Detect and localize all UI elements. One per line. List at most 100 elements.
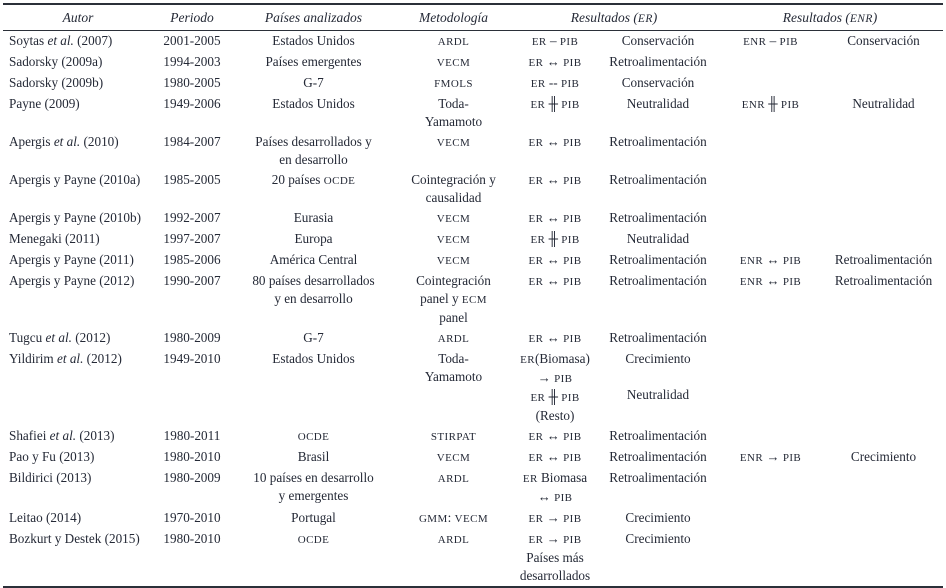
text-line: y en desarrollo xyxy=(274,291,353,306)
text-line: panel xyxy=(439,310,468,325)
text-line: Toda- xyxy=(438,96,469,111)
text-line: OCDE xyxy=(297,534,330,546)
text-line: Apergis y Payne (2010b) xyxy=(9,210,141,225)
text-line: ↔ PIB xyxy=(537,489,573,504)
text-line: Cointegración y xyxy=(411,172,496,187)
cell-periodo: 1997-2007 xyxy=(153,229,231,250)
cell-paises: G-7 xyxy=(231,328,396,349)
cell-enr-relation: ENR – PIB xyxy=(717,31,824,53)
text-line: ARDL xyxy=(437,473,470,485)
text-line: Retroalimentación xyxy=(609,210,707,225)
text-line: Apergis y Payne (2012) xyxy=(9,273,135,288)
cell-paises: 20 países OCDE xyxy=(231,170,396,208)
text-line: Apergis et al. (2010) xyxy=(9,134,119,149)
text-line: ARDL xyxy=(437,333,470,345)
cell-er-relation: ER → PIB Países más desarrollados xyxy=(511,529,599,587)
cell-er-result: Retroalimentación xyxy=(599,447,717,468)
cell-autor: Yildirim et al. (2012) xyxy=(3,349,153,426)
cell-paises: Eurasia xyxy=(231,208,396,229)
cell-er-result: Retroalimentación xyxy=(599,132,717,170)
col-header-paises: Países analizados xyxy=(231,4,396,31)
text-line: Payne (2009) xyxy=(9,96,80,111)
cell-enr-relation xyxy=(717,208,824,229)
cell-enr-result xyxy=(824,229,943,250)
cell-er-result: Retroalimentación xyxy=(599,170,717,208)
table-row: Payne (2009) 1949-2006 Estados Unidos Toda-… xyxy=(3,94,943,132)
cell-metodologia: STIRPAT xyxy=(396,426,511,447)
cell-paises: OCDE xyxy=(231,529,396,587)
cell-er-result: Retroalimentación xyxy=(599,52,717,73)
text-line: G-7 xyxy=(303,75,324,90)
cell-er-result: Retroalimentación xyxy=(599,208,717,229)
cell-enr-result: Conservación xyxy=(824,31,943,53)
cell-metodologia: VECM xyxy=(396,52,511,73)
text-line: VECM xyxy=(436,213,471,225)
cell-autor: Shafiei et al. (2013) xyxy=(3,426,153,447)
cell-enr-relation xyxy=(717,132,824,170)
text-line: ARDL xyxy=(437,534,470,546)
table-row: Pao y Fu (2013) 1980-2010 Brasil VECM ER ↔ P… xyxy=(3,447,943,468)
cell-enr-result xyxy=(824,426,943,447)
table-row: Apergis y Payne (2011) 1985-2006 América C… xyxy=(3,250,943,271)
cell-metodologia: GMM: VECM xyxy=(396,508,511,529)
cell-er-result: Neutralidad xyxy=(599,229,717,250)
cell-er-relation: ER ↔ PIB xyxy=(511,426,599,447)
text-line: ER – PIB xyxy=(531,33,579,48)
text-line: Crecimiento xyxy=(625,351,691,366)
cell-metodologia: Cointegración y causalidad xyxy=(396,170,511,208)
cell-autor: Leitao (2014) xyxy=(3,508,153,529)
cell-periodo: 1980-2011 xyxy=(153,426,231,447)
text-line: Apergis y Payne (2011) xyxy=(9,252,134,267)
cell-autor: Apergis y Payne (2012) xyxy=(3,271,153,328)
text-line: Conservación xyxy=(621,75,695,90)
cell-er-result: Retroalimentación xyxy=(599,271,717,328)
text-line: FMOLS xyxy=(434,78,473,90)
cell-enr-result xyxy=(824,508,943,529)
text-line: Cointegración xyxy=(416,273,491,288)
cell-metodologia: ARDL xyxy=(396,468,511,508)
text-line: 1980-2010 xyxy=(163,531,221,546)
cell-periodo: 1985-2006 xyxy=(153,250,231,271)
text-line: Crecimiento xyxy=(625,510,691,525)
text-line: 1949-2006 xyxy=(163,96,221,111)
cell-periodo: 2001-2005 xyxy=(153,31,231,53)
text-line: 1980-2010 xyxy=(163,449,221,464)
text-line: Retroalimentación xyxy=(834,273,933,288)
cell-autor: Menegaki (2011) xyxy=(3,229,153,250)
cell-periodo: 1985-2005 xyxy=(153,170,231,208)
text-line: Portugal xyxy=(291,510,336,525)
header-row: Autor Periodo Países analizados Metodolo… xyxy=(3,4,944,31)
cell-paises: OCDE xyxy=(231,426,396,447)
text-line: Conservación xyxy=(847,33,920,48)
text-line: Retroalimentación xyxy=(609,330,707,345)
text-line: ARDL xyxy=(437,36,470,48)
text-line: STIRPAT xyxy=(430,431,477,443)
text-line: ER ╫ PIB xyxy=(530,231,580,246)
cell-er-result: Conservación xyxy=(599,31,717,53)
cell-periodo: 1994-2003 xyxy=(153,52,231,73)
cell-paises: Estados Unidos xyxy=(231,31,396,53)
cell-enr-relation xyxy=(717,229,824,250)
text-line: Menegaki (2011) xyxy=(9,231,100,246)
cell-enr-result xyxy=(824,132,943,170)
text-line: 20 países OCDE xyxy=(271,172,356,187)
text-line: ER ↔ PIB xyxy=(528,172,582,187)
text-line: Europa xyxy=(294,231,333,246)
text-line: VECM xyxy=(436,452,471,464)
text-line: Shafiei et al. (2013) xyxy=(9,428,115,443)
cell-autor: Sadorsky (2009b) xyxy=(3,73,153,94)
text-line: ENR ╫ PIB xyxy=(741,96,800,111)
cell-periodo: 1949-2010 xyxy=(153,349,231,426)
text-line: (Resto) xyxy=(535,408,575,423)
col-header-periodo: Periodo xyxy=(153,4,231,31)
cell-enr-result: Retroalimentación xyxy=(824,271,943,328)
cell-paises: Países desarrollados y en desarrollo xyxy=(231,132,396,170)
cell-metodologia: VECM xyxy=(396,447,511,468)
text-line: ER(Biomasa) xyxy=(520,351,590,366)
text-line: 80 países desarrollados xyxy=(252,273,375,288)
cell-enr-result xyxy=(824,73,943,94)
cell-autor: Apergis et al. (2010) xyxy=(3,132,153,170)
cell-metodologia: ARDL xyxy=(396,529,511,587)
cell-paises: 10 países en desarrollo y emergentes xyxy=(231,468,396,508)
